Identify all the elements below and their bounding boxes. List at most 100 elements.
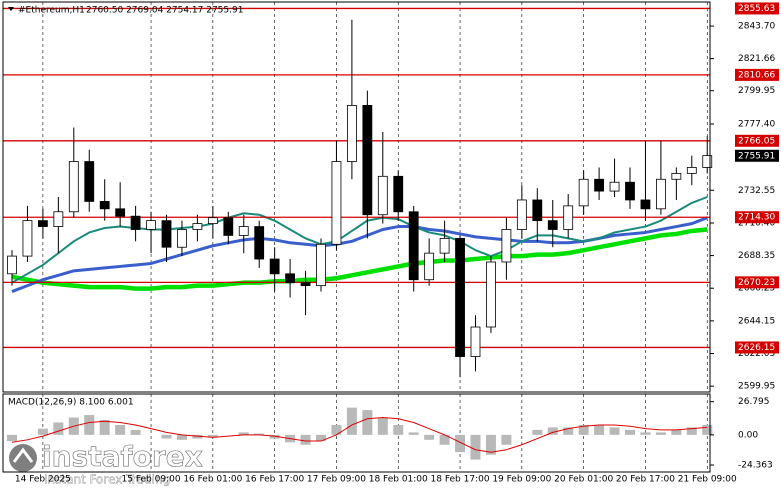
candle-body <box>22 220 33 257</box>
candle-body <box>671 172 682 180</box>
level-label-box <box>735 341 779 354</box>
macd-bar <box>316 434 326 442</box>
macd-bar <box>424 434 435 440</box>
candle-body <box>53 211 64 227</box>
candle-body <box>316 243 326 287</box>
level-label-box <box>735 2 779 15</box>
y-tick-label: 2843.70 <box>738 22 775 32</box>
macd-bar <box>640 432 651 435</box>
x-tick-label: 20 Feb 01:00 <box>554 475 613 485</box>
watermark-logo-mark <box>12 447 34 463</box>
candle-body <box>130 215 141 230</box>
macd-bar <box>254 433 265 435</box>
chart-title: #Ethereum,H1 <box>18 6 85 16</box>
y-tick-label: 2644.15 <box>738 316 775 326</box>
macd-bar <box>532 429 543 435</box>
macd-bar <box>578 424 589 435</box>
macd-bar <box>207 434 218 438</box>
candle-body <box>486 261 496 328</box>
watermark: instaforex Instant Forex Trading <box>9 440 203 487</box>
y-tick-label: 2777.40 <box>738 120 775 130</box>
candle-body <box>609 181 620 192</box>
level-label-box <box>735 211 779 224</box>
candle-body <box>408 211 419 281</box>
level-label-box <box>735 68 779 81</box>
x-tick-label: 18 Feb 17:00 <box>431 475 490 485</box>
candle-body <box>501 229 512 263</box>
macd-bar <box>501 434 512 445</box>
macd-bar <box>377 417 388 435</box>
macd-bar <box>671 429 682 435</box>
candle-body <box>470 326 481 357</box>
candle-body <box>594 178 604 192</box>
macd-bar <box>176 434 187 440</box>
candle-body <box>84 161 95 202</box>
macd-bar <box>7 434 17 442</box>
macd-bar <box>702 424 713 435</box>
x-tick-label: 16 Feb 01:00 <box>183 475 242 485</box>
macd-bar <box>655 432 666 435</box>
y-tick-label: 2622.05 <box>738 349 775 359</box>
macd-bar <box>470 434 481 460</box>
watermark-logo <box>9 444 37 472</box>
candle-body <box>424 252 435 281</box>
candle-body <box>346 105 357 162</box>
candle-body <box>393 175 404 213</box>
macd-bar <box>346 407 357 435</box>
candle-body <box>516 199 527 230</box>
current-price-label: 2755.91 <box>738 151 775 161</box>
candle-body <box>547 220 558 230</box>
macd-bar <box>130 429 141 435</box>
macd-signal <box>11 417 708 453</box>
candle-body <box>331 161 342 245</box>
macd-bar <box>362 410 373 435</box>
macd-bar <box>686 427 697 435</box>
level-label-box <box>735 276 779 289</box>
macd-bar <box>99 420 110 435</box>
macd-bar <box>192 434 203 439</box>
macd-bar <box>53 422 64 435</box>
y-tick-label: 26.795 <box>738 397 770 407</box>
y-tick-label: 2666.25 <box>738 284 775 294</box>
candle-body <box>146 220 156 230</box>
y-tick-label: 2599.95 <box>738 382 775 392</box>
x-tick-label: 19 Feb 09:00 <box>492 475 551 485</box>
macd-bar <box>37 428 48 435</box>
candle-body <box>686 167 697 174</box>
macd-bar <box>269 434 280 439</box>
y-tick-label: 2710.40 <box>738 219 775 229</box>
candle-body <box>99 201 110 210</box>
candle-body <box>38 220 48 227</box>
macd-bar <box>485 434 496 455</box>
x-tick-label: 14 Feb 2025 <box>15 475 71 485</box>
title-arrow <box>8 7 14 11</box>
x-tick-label: 20 Feb 17:00 <box>616 475 675 485</box>
macd-bar <box>594 424 605 435</box>
level-label: 2714.30 <box>738 213 775 223</box>
candle-body <box>207 217 218 224</box>
candle-body <box>625 181 635 201</box>
macd-bar <box>455 434 466 453</box>
candle-body <box>377 175 388 216</box>
x-tick-label: 21 Feb 09:00 <box>678 475 737 485</box>
plot-area <box>3 2 713 472</box>
y-tick-label: 0.00 <box>738 430 758 440</box>
macd-bar <box>563 427 574 435</box>
candle-body <box>563 205 574 230</box>
candle-body <box>532 199 543 222</box>
candle-body <box>254 226 265 260</box>
macd-bar <box>84 415 95 435</box>
level-label: 2810.66 <box>738 70 775 80</box>
candle-body <box>455 237 465 357</box>
watermark-tagline: Instant Forex Trading <box>44 473 170 487</box>
candle-body <box>115 208 126 217</box>
macd-bar <box>547 427 558 435</box>
title-ohlc: 2760.50 2769.04 2754.17 2755.91 <box>86 6 243 16</box>
candle-body <box>177 229 187 248</box>
macd-bar <box>625 429 635 435</box>
macd-bar <box>408 432 419 435</box>
candle-body <box>7 255 17 275</box>
y-tick-label: 2688.35 <box>738 251 775 261</box>
